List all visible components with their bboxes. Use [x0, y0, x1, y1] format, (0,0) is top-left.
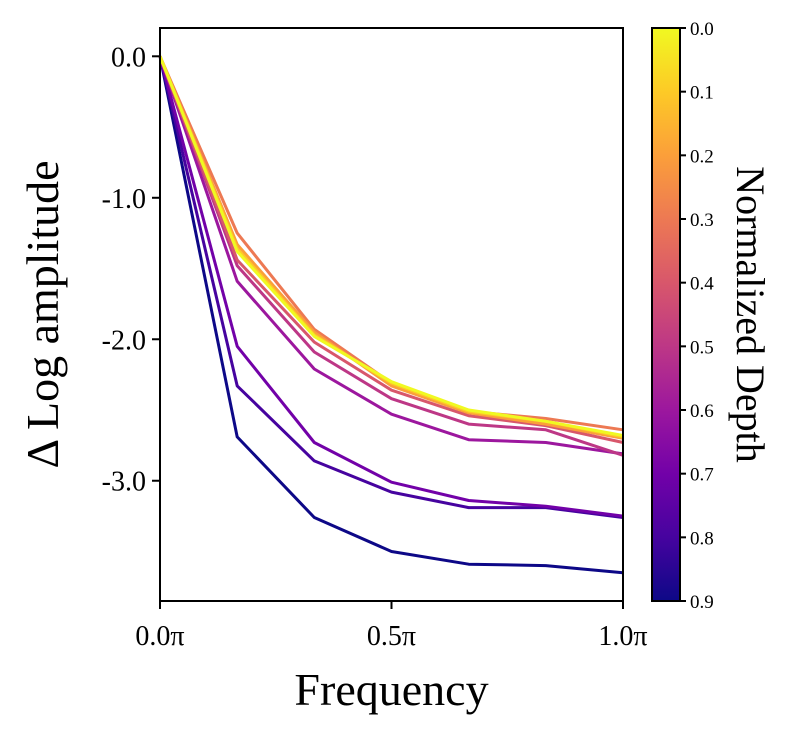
- colorbar-tick-label: 0.0: [690, 19, 714, 40]
- colorbar-tick-label: 0.9: [690, 592, 714, 613]
- colorbar-label: Normalized Depth: [728, 166, 773, 463]
- colorbar-tick-label: 0.7: [690, 465, 714, 486]
- x-tick-label: 0.5π: [367, 621, 416, 652]
- colorbar-tick-label: 0.4: [690, 274, 714, 295]
- x-axis-label: Frequency: [294, 664, 488, 715]
- y-tick-label: 0.0: [111, 42, 146, 73]
- y-tick-label: -3.0: [102, 467, 146, 498]
- colorbar-ticks: 0.0 0.1 0.2 0.3 0.4 0.5 0.6 0.7 0.8 0.9: [680, 19, 714, 613]
- y-tick-label: -1.0: [102, 184, 146, 215]
- series-line: [158, 55, 624, 437]
- series-line: [158, 55, 624, 456]
- colorbar-tick-label: 0.6: [690, 401, 714, 422]
- series-line: [158, 56, 624, 575]
- series-line: [158, 55, 624, 519]
- colorbar: [651, 27, 681, 602]
- colorbar-tick-label: 0.1: [690, 83, 714, 104]
- series-lines: [158, 55, 624, 575]
- colorbar-tick-label: 0.5: [690, 337, 714, 358]
- x-axis-ticks: 0.0π 0.5π 1.0π: [135, 601, 648, 652]
- series-line: [158, 55, 624, 440]
- colorbar-tick-label: 0.8: [690, 528, 714, 549]
- y-axis-label: Δ Log amplitude: [17, 160, 68, 468]
- x-tick-label: 0.0π: [135, 621, 184, 652]
- x-tick-label: 1.0π: [598, 621, 647, 652]
- series-line: [158, 55, 624, 457]
- series-line: [158, 55, 624, 518]
- colorbar-tick-label: 0.2: [690, 146, 714, 167]
- colorbar-tick-label: 0.3: [690, 210, 714, 231]
- y-tick-label: -2.0: [102, 325, 146, 356]
- y-axis-ticks: 0.0 -1.0 -2.0 -3.0: [102, 42, 160, 498]
